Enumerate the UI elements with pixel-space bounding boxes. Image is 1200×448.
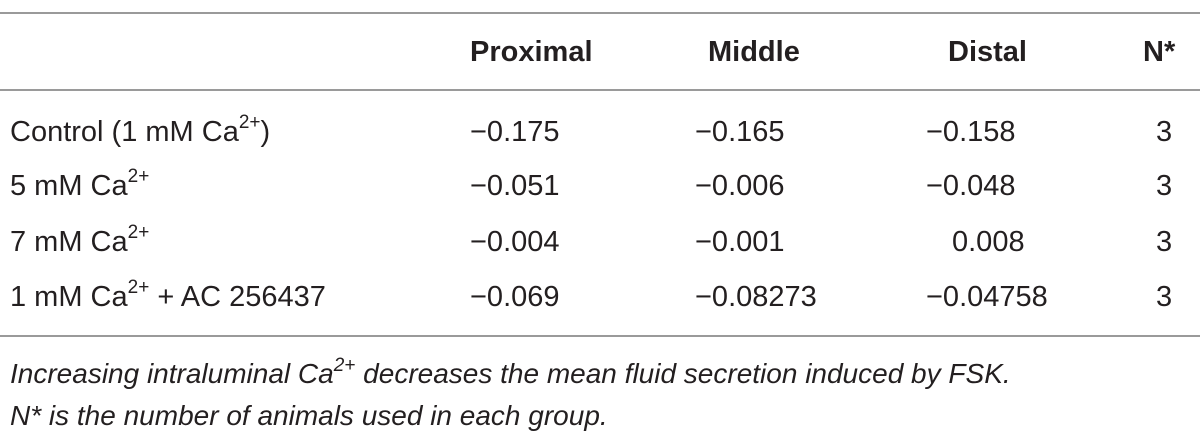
cell-middle: −0.165 [695, 116, 785, 148]
cell-middle: −0.08273 [695, 281, 817, 313]
row-label: 5 mM Ca2+ [10, 166, 150, 202]
cell-distal: −0.158 [926, 116, 1016, 148]
cell-n: 3 [1156, 170, 1173, 202]
cell-proximal: −0.004 [470, 226, 560, 258]
cell-n: 3 [1156, 116, 1173, 148]
table-header-rule [0, 89, 1200, 91]
cell-proximal: −0.069 [470, 281, 560, 313]
cell-distal: −0.048 [926, 170, 1016, 202]
row-label: 1 mM Ca2+ + AC 256437 [10, 277, 326, 313]
table-caption-line-1: Increasing intraluminal Ca2+ decreases t… [10, 354, 1011, 389]
cell-proximal: −0.175 [470, 116, 560, 148]
header-n: N* [1143, 36, 1176, 68]
header-middle: Middle [708, 36, 800, 68]
cell-middle: −0.006 [695, 170, 785, 202]
header-proximal: Proximal [470, 36, 593, 68]
header-distal: Distal [948, 36, 1027, 68]
row-label: Control (1 mM Ca2+) [10, 112, 271, 148]
cell-n: 3 [1156, 226, 1173, 258]
cell-middle: −0.001 [695, 226, 785, 258]
cell-n: 3 [1156, 281, 1173, 313]
table-caption-line-2: N* is the number of animals used in each… [10, 400, 608, 431]
row-label: 7 mM Ca2+ [10, 222, 150, 258]
cell-distal: 0.008 [952, 226, 1025, 258]
cell-proximal: −0.051 [470, 170, 560, 202]
table-bottom-rule [0, 335, 1200, 337]
table-top-rule [0, 12, 1200, 14]
cell-distal: −0.04758 [926, 281, 1048, 313]
